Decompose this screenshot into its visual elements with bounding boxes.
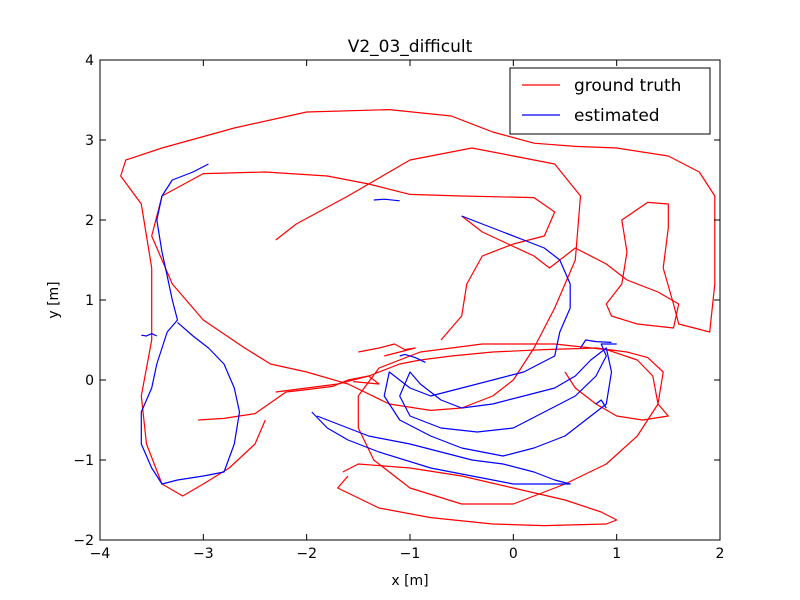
ground-truth-path	[120, 108, 716, 497]
x-tick-label: −1	[400, 546, 421, 562]
estimated-path	[373, 198, 400, 202]
x-tick-label: 2	[716, 546, 725, 562]
y-tick-label: 3	[85, 133, 94, 149]
y-tick-label: 2	[85, 213, 94, 229]
y-tick-label: 1	[85, 293, 94, 309]
x-tick-label: −2	[296, 546, 317, 562]
ground-truth-path	[337, 463, 618, 527]
x-tick-label: −4	[90, 546, 111, 562]
legend: ground truth estimated	[509, 67, 711, 135]
y-tick-label: −1	[73, 453, 94, 469]
ground-truth-path	[198, 375, 380, 421]
ground-truth-path	[151, 147, 582, 411]
ground-truth-path	[275, 343, 669, 505]
x-axis-label: x [m]	[391, 573, 428, 589]
estimated-path	[311, 411, 571, 485]
ground-truth-path	[358, 343, 416, 357]
chart-title: V2_03_difficult	[348, 37, 473, 57]
legend-label-ground-truth: ground truth	[574, 76, 681, 96]
y-tick-label: 4	[85, 53, 94, 69]
estimated-path	[595, 399, 607, 409]
estimated-path	[140, 163, 241, 485]
estimated-path	[383, 215, 617, 457]
legend-label-estimated: estimated	[574, 106, 660, 126]
ticks-layer: −4 −3 −2 −1 0 1 2 −2 −1 0 1 2 3 4	[73, 53, 724, 562]
y-axis-label: y [m]	[46, 281, 62, 318]
estimated-path	[141, 333, 158, 337]
estimated-path	[399, 353, 426, 363]
y-tick-label: −2	[73, 533, 94, 549]
x-tick-label: 1	[612, 546, 621, 562]
estimated-path	[579, 339, 612, 349]
x-tick-label: −3	[193, 546, 214, 562]
plot-frame	[99, 59, 721, 541]
x-tick-label: 0	[509, 546, 518, 562]
legend-box	[509, 67, 711, 135]
series-layer	[120, 108, 716, 527]
y-tick-label: 0	[85, 373, 94, 389]
